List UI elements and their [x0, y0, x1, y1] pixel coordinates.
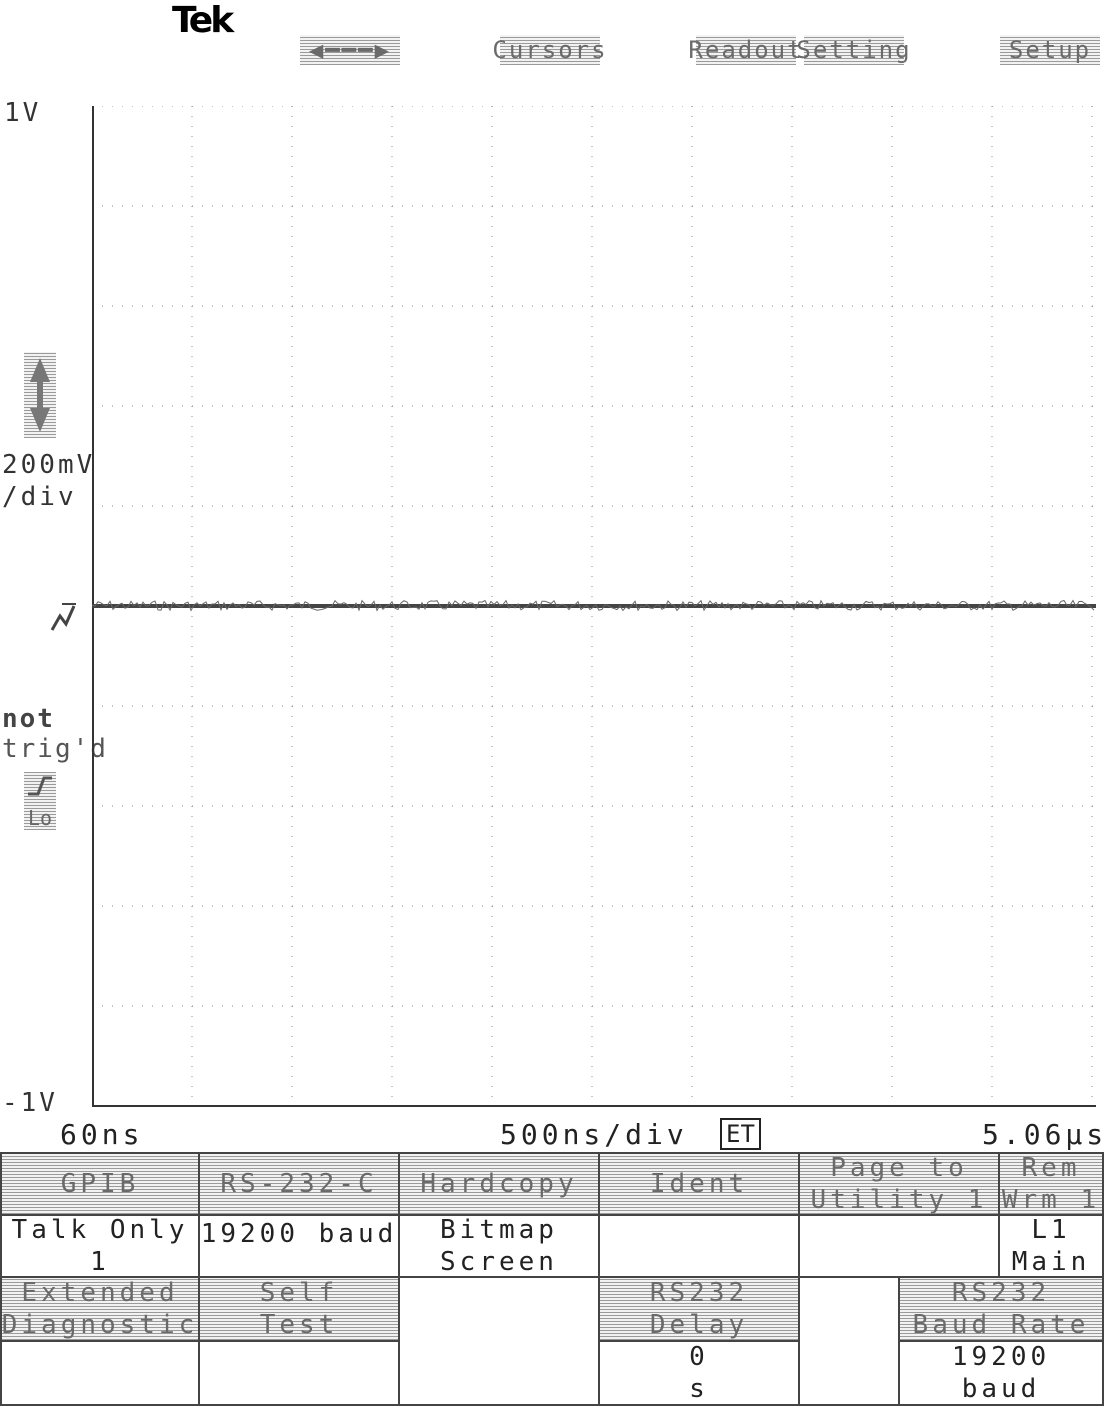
delay-number-value: 0 [689, 1342, 709, 1372]
gpib-address-value: 1 [90, 1247, 110, 1277]
extended-label: Extended [21, 1278, 179, 1308]
rs232-delay-value[interactable]: 0 s [600, 1342, 800, 1406]
rs232-header-label: RS-232-C [220, 1169, 378, 1199]
hardcopy-value[interactable]: Bitmap Screen [400, 1215, 600, 1278]
rs232-baud-title: RS232 [951, 1278, 1051, 1308]
ground-marker-icon [50, 603, 76, 631]
menu-top-divider [0, 1152, 1104, 1154]
up-down-arrow-icon [30, 358, 50, 432]
diagnostic-label: Diagnostic [1, 1310, 199, 1340]
setup-button[interactable]: Setup [1000, 35, 1100, 65]
rs232-header[interactable]: RS-232-C [200, 1154, 400, 1216]
acq-mode-label: ET [720, 1118, 761, 1150]
time-per-div-label: 500ns/div [500, 1118, 688, 1151]
rs232-baud-rate-header[interactable]: RS232 Baud Rate [900, 1278, 1104, 1342]
rs232-value[interactable]: 19200 baud [200, 1216, 400, 1278]
ident-header-label: Ident [649, 1169, 749, 1199]
rem-l1-value: L1 [1031, 1215, 1071, 1245]
start-time-label: 60ns [60, 1118, 144, 1151]
top-voltage-label: 1V [4, 98, 42, 128]
page-to-label: Page to [830, 1153, 968, 1183]
acquisition-mode-badge: ET [720, 1118, 761, 1150]
trigger-slope-icon [28, 776, 52, 796]
extended-diagnostic-header[interactable]: Extended Diagnostic [0, 1278, 200, 1342]
hardcopy-format-value: Bitmap [440, 1215, 558, 1245]
trigger-status: not trig'd [2, 704, 108, 764]
baud-rate-label: Baud Rate [912, 1310, 1090, 1340]
readout-button[interactable]: Readout [688, 35, 804, 65]
bottom-voltage-label: -1V [2, 1088, 58, 1118]
rem-value[interactable]: L1 Main [1000, 1215, 1104, 1278]
test-label: Test [259, 1310, 339, 1340]
rs232-baud-rate-value[interactable]: 19200 baud [900, 1342, 1104, 1406]
tek-logo: Tek [172, 0, 234, 41]
self-test-header[interactable]: Self Test [200, 1278, 400, 1342]
trigger-slope-label: Lo [27, 806, 53, 830]
hardcopy-header[interactable]: Hardcopy [400, 1154, 600, 1216]
waveform-noise [92, 599, 1095, 612]
waveform-trace [92, 599, 1096, 612]
ident-value[interactable] [600, 1216, 800, 1278]
cursors-button[interactable]: Cursors [492, 35, 608, 65]
baud-unit-value: baud [961, 1374, 1041, 1404]
utility-1-label: Utility 1 [810, 1185, 988, 1215]
wrm-label: Wrm 1 [1001, 1185, 1101, 1215]
delay-unit-value: s [689, 1374, 709, 1404]
oscilloscope-graticule [92, 106, 1096, 1107]
trigger-status-line1: not [2, 704, 55, 734]
arrows-button[interactable]: ◀━━━▶ [300, 35, 400, 65]
volts-per-div-value: 200mV [2, 450, 96, 480]
end-time-label: 5.06µs [982, 1118, 1104, 1151]
rs232-baud-value: 19200 baud [200, 1219, 398, 1249]
baud-number-value: 19200 [951, 1342, 1051, 1372]
vertical-position-handle[interactable] [24, 352, 56, 438]
trigger-status-line2: trig'd [2, 734, 108, 764]
gpib-value[interactable]: Talk Only 1 [0, 1215, 200, 1278]
delay-label: Delay [649, 1310, 749, 1340]
self-label: Self [259, 1278, 339, 1308]
ident-header[interactable]: Ident [600, 1154, 800, 1216]
rem-label: Rem [1021, 1153, 1081, 1183]
rem-main-value: Main [1011, 1247, 1091, 1277]
page-to-value[interactable] [800, 1216, 1000, 1278]
rs232-delay-title: RS232 [649, 1278, 749, 1308]
setting-button[interactable]: Setting [796, 35, 912, 65]
hardcopy-header-label: Hardcopy [420, 1169, 578, 1199]
hardcopy-target-value: Screen [440, 1247, 558, 1277]
gpib-header-label: GPIB [60, 1169, 140, 1199]
rem-header[interactable]: Rem Wrm 1 [1000, 1153, 1104, 1216]
empty-menu-slot-5 [800, 1278, 900, 1406]
trigger-slope-box[interactable]: Lo [24, 772, 56, 830]
self-test-value[interactable] [200, 1342, 400, 1406]
gpib-header[interactable]: GPIB [0, 1154, 200, 1216]
empty-menu-slot-3 [400, 1278, 600, 1406]
rs232-delay-header[interactable]: RS232 Delay [600, 1278, 800, 1342]
per-div-label: /div [2, 482, 77, 512]
extended-diagnostic-value[interactable] [0, 1342, 200, 1406]
page-to-utility-header[interactable]: Page to Utility 1 [800, 1153, 1000, 1216]
gpib-mode-value: Talk Only [11, 1215, 189, 1245]
